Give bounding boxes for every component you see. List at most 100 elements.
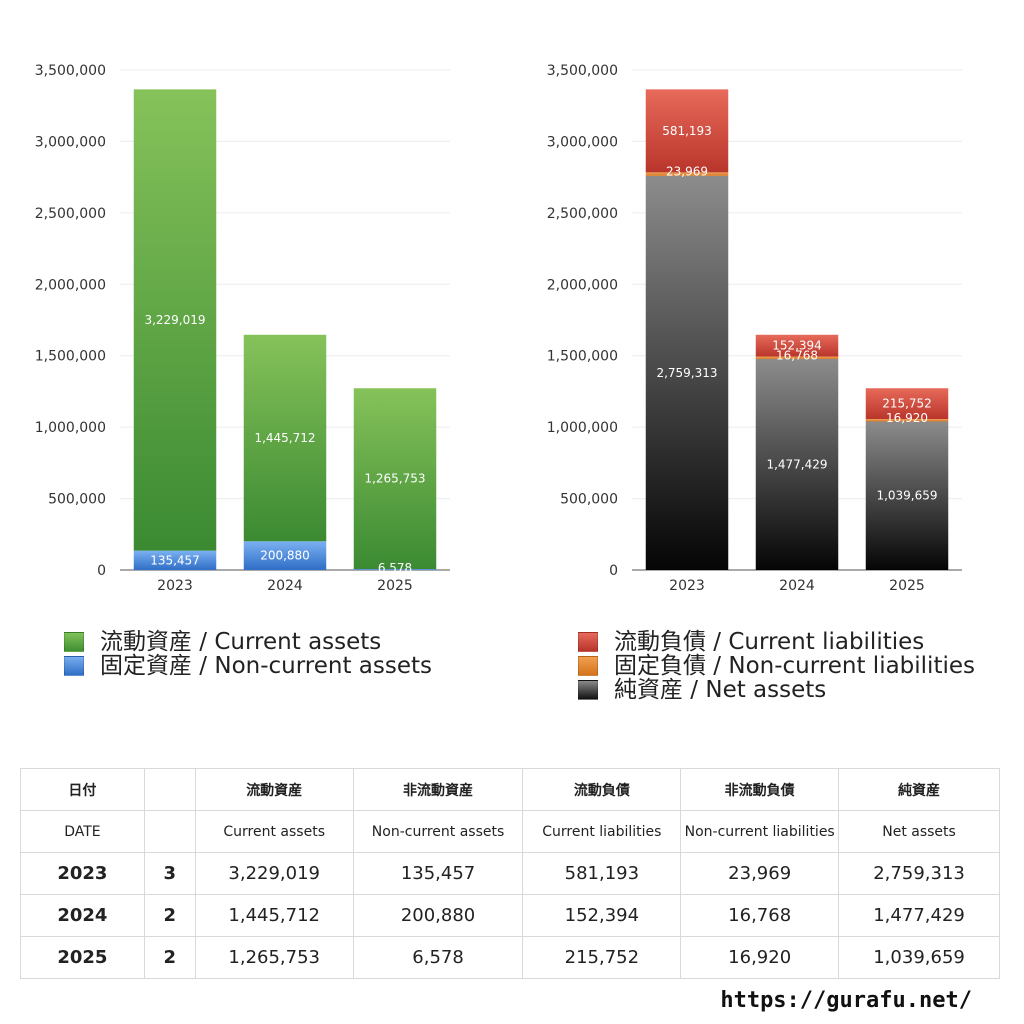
legend-item-current-assets: 流動資産 / Current assets <box>64 630 432 654</box>
data-label: 3,229,019 <box>144 313 205 327</box>
row-year: 2024 <box>20 894 145 937</box>
x-tick-label: 2023 <box>157 578 193 594</box>
legend-swatch <box>64 656 84 676</box>
data-label: 135,457 <box>150 553 200 567</box>
x-tick-label: 2025 <box>377 578 413 594</box>
bar-segment <box>645 172 729 176</box>
legend-item-noncurrent-assets: 固定資産 / Non-current assets <box>64 654 432 678</box>
cell-noncurrent-liabilities: 16,920 <box>680 936 840 979</box>
data-label: 23,969 <box>666 164 708 178</box>
row-year: 2023 <box>20 852 145 895</box>
y-tick-label: 2,000,000 <box>35 277 106 293</box>
cell-net-assets: 1,039,659 <box>838 936 1000 979</box>
y-tick-label: 2,000,000 <box>547 277 618 293</box>
header-current-liabilities-en: Current liabilities <box>522 810 682 853</box>
bar-segment <box>243 541 327 570</box>
legend-swatch <box>578 656 598 676</box>
y-tick-label: 3,500,000 <box>547 63 618 79</box>
bar-segment <box>865 421 949 570</box>
header-blank <box>143 768 196 811</box>
header-net-assets-jp: 純資産 <box>838 768 1000 811</box>
cell-noncurrent-assets: 135,457 <box>352 852 524 895</box>
data-label: 1,477,429 <box>766 457 827 471</box>
assets-legend: 流動資産 / Current assets 固定資産 / Non-current… <box>64 630 432 678</box>
x-tick-label: 2024 <box>267 578 303 594</box>
bar-segment <box>133 89 217 551</box>
legend-label: 固定資産 / Non-current assets <box>100 653 433 679</box>
y-tick-label: 0 <box>97 563 106 579</box>
cell-noncurrent-assets: 6,578 <box>352 936 524 979</box>
y-tick-label: 500,000 <box>560 492 618 508</box>
data-label: 215,752 <box>882 397 932 411</box>
data-label: 1,445,712 <box>254 431 315 445</box>
header-noncurrent-assets-en: Non-current assets <box>352 810 524 853</box>
header-date-jp: 日付 <box>20 768 145 811</box>
header-current-liabilities-jp: 流動負債 <box>522 768 682 811</box>
assets-chart: 0 500,000 1,000,000 1,500,000 2,000,000 2,500… <box>35 63 450 594</box>
bar-segment <box>755 356 839 359</box>
bar-segment <box>353 569 437 570</box>
liabilities-chart: 0 500,000 1,000,000 1,500,000 2,000,000 2,500… <box>547 63 962 594</box>
row-count: 2 <box>143 894 196 937</box>
table-header-jp: 日付 流動資産 非流動資産 流動負債 非流動負債 純資産 <box>20 768 1000 811</box>
legend-item-current-liabilities: 流動負債 / Current liabilities <box>578 630 975 654</box>
data-label: 6,578 <box>378 561 412 575</box>
legend-item-net-assets: 純資産 / Net assets <box>578 678 975 702</box>
table-row: 2024 2 1,445,712 200,880 152,394 16,768 … <box>20 894 1000 937</box>
legend-swatch <box>64 632 84 652</box>
data-label: 16,920 <box>886 411 928 425</box>
y-tick-label: 1,000,000 <box>35 420 106 436</box>
y-tick-label: 3,000,000 <box>547 134 618 150</box>
header-noncurrent-assets-jp: 非流動資産 <box>352 768 524 811</box>
data-table: 日付 流動資産 非流動資産 流動負債 非流動負債 純資産 DATE Curren… <box>20 768 1000 979</box>
cell-net-assets: 1,477,429 <box>838 894 1000 937</box>
y-tick-label: 1,500,000 <box>35 349 106 365</box>
y-tick-label: 3,000,000 <box>35 134 106 150</box>
y-tick-label: 3,500,000 <box>35 63 106 79</box>
table-row: 2025 2 1,265,753 6,578 215,752 16,920 1,… <box>20 936 1000 979</box>
bar-segment <box>865 419 949 422</box>
row-year: 2025 <box>20 936 145 979</box>
bar-segment <box>133 550 217 570</box>
header-noncurrent-liabilities-en: Non-current liabilities <box>680 810 840 853</box>
header-noncurrent-liabilities-jp: 非流動負債 <box>680 768 840 811</box>
cell-current-liabilities: 152,394 <box>522 894 682 937</box>
data-label: 2,759,313 <box>656 366 717 380</box>
cell-net-assets: 2,759,313 <box>838 852 1000 895</box>
legend-label: 流動負債 / Current liabilities <box>614 629 925 655</box>
y-tick-label: 1,000,000 <box>547 420 618 436</box>
legend-label: 流動資産 / Current assets <box>100 629 382 655</box>
bar-segment <box>243 334 327 542</box>
legend-label: 固定負債 / Non-current liabilities <box>614 653 975 679</box>
header-blank <box>143 810 196 853</box>
row-count: 2 <box>143 936 196 979</box>
y-tick-label: 2,500,000 <box>35 206 106 222</box>
x-tick-label: 2025 <box>889 578 925 594</box>
legend-swatch <box>578 632 598 652</box>
cell-current-assets: 3,229,019 <box>194 852 354 895</box>
table-header-en: DATE Current assets Non-current assets C… <box>20 810 1000 853</box>
cell-noncurrent-liabilities: 16,768 <box>680 894 840 937</box>
cell-current-liabilities: 581,193 <box>522 852 682 895</box>
bar-segment <box>353 388 437 570</box>
bar-segment <box>755 358 839 570</box>
y-tick-label: 0 <box>609 563 618 579</box>
y-tick-label: 500,000 <box>48 492 106 508</box>
bar-segment <box>755 334 839 357</box>
data-label: 152,394 <box>772 339 822 353</box>
cell-noncurrent-liabilities: 23,969 <box>680 852 840 895</box>
y-tick-label: 1,500,000 <box>547 349 618 365</box>
x-tick-label: 2024 <box>779 578 815 594</box>
bar-segment <box>865 388 949 420</box>
row-count: 3 <box>143 852 196 895</box>
header-current-assets-en: Current assets <box>194 810 354 853</box>
footer-url-link[interactable]: https://gurafu.net/ <box>720 988 972 1013</box>
bar-segment <box>645 89 729 173</box>
header-date-en: DATE <box>20 810 145 853</box>
header-current-assets-jp: 流動資産 <box>194 768 354 811</box>
legend-label: 純資産 / Net assets <box>614 677 827 703</box>
data-label: 1,039,659 <box>876 489 937 503</box>
cell-noncurrent-assets: 200,880 <box>352 894 524 937</box>
cell-current-liabilities: 215,752 <box>522 936 682 979</box>
table-row: 2023 3 3,229,019 135,457 581,193 23,969 … <box>20 852 1000 895</box>
